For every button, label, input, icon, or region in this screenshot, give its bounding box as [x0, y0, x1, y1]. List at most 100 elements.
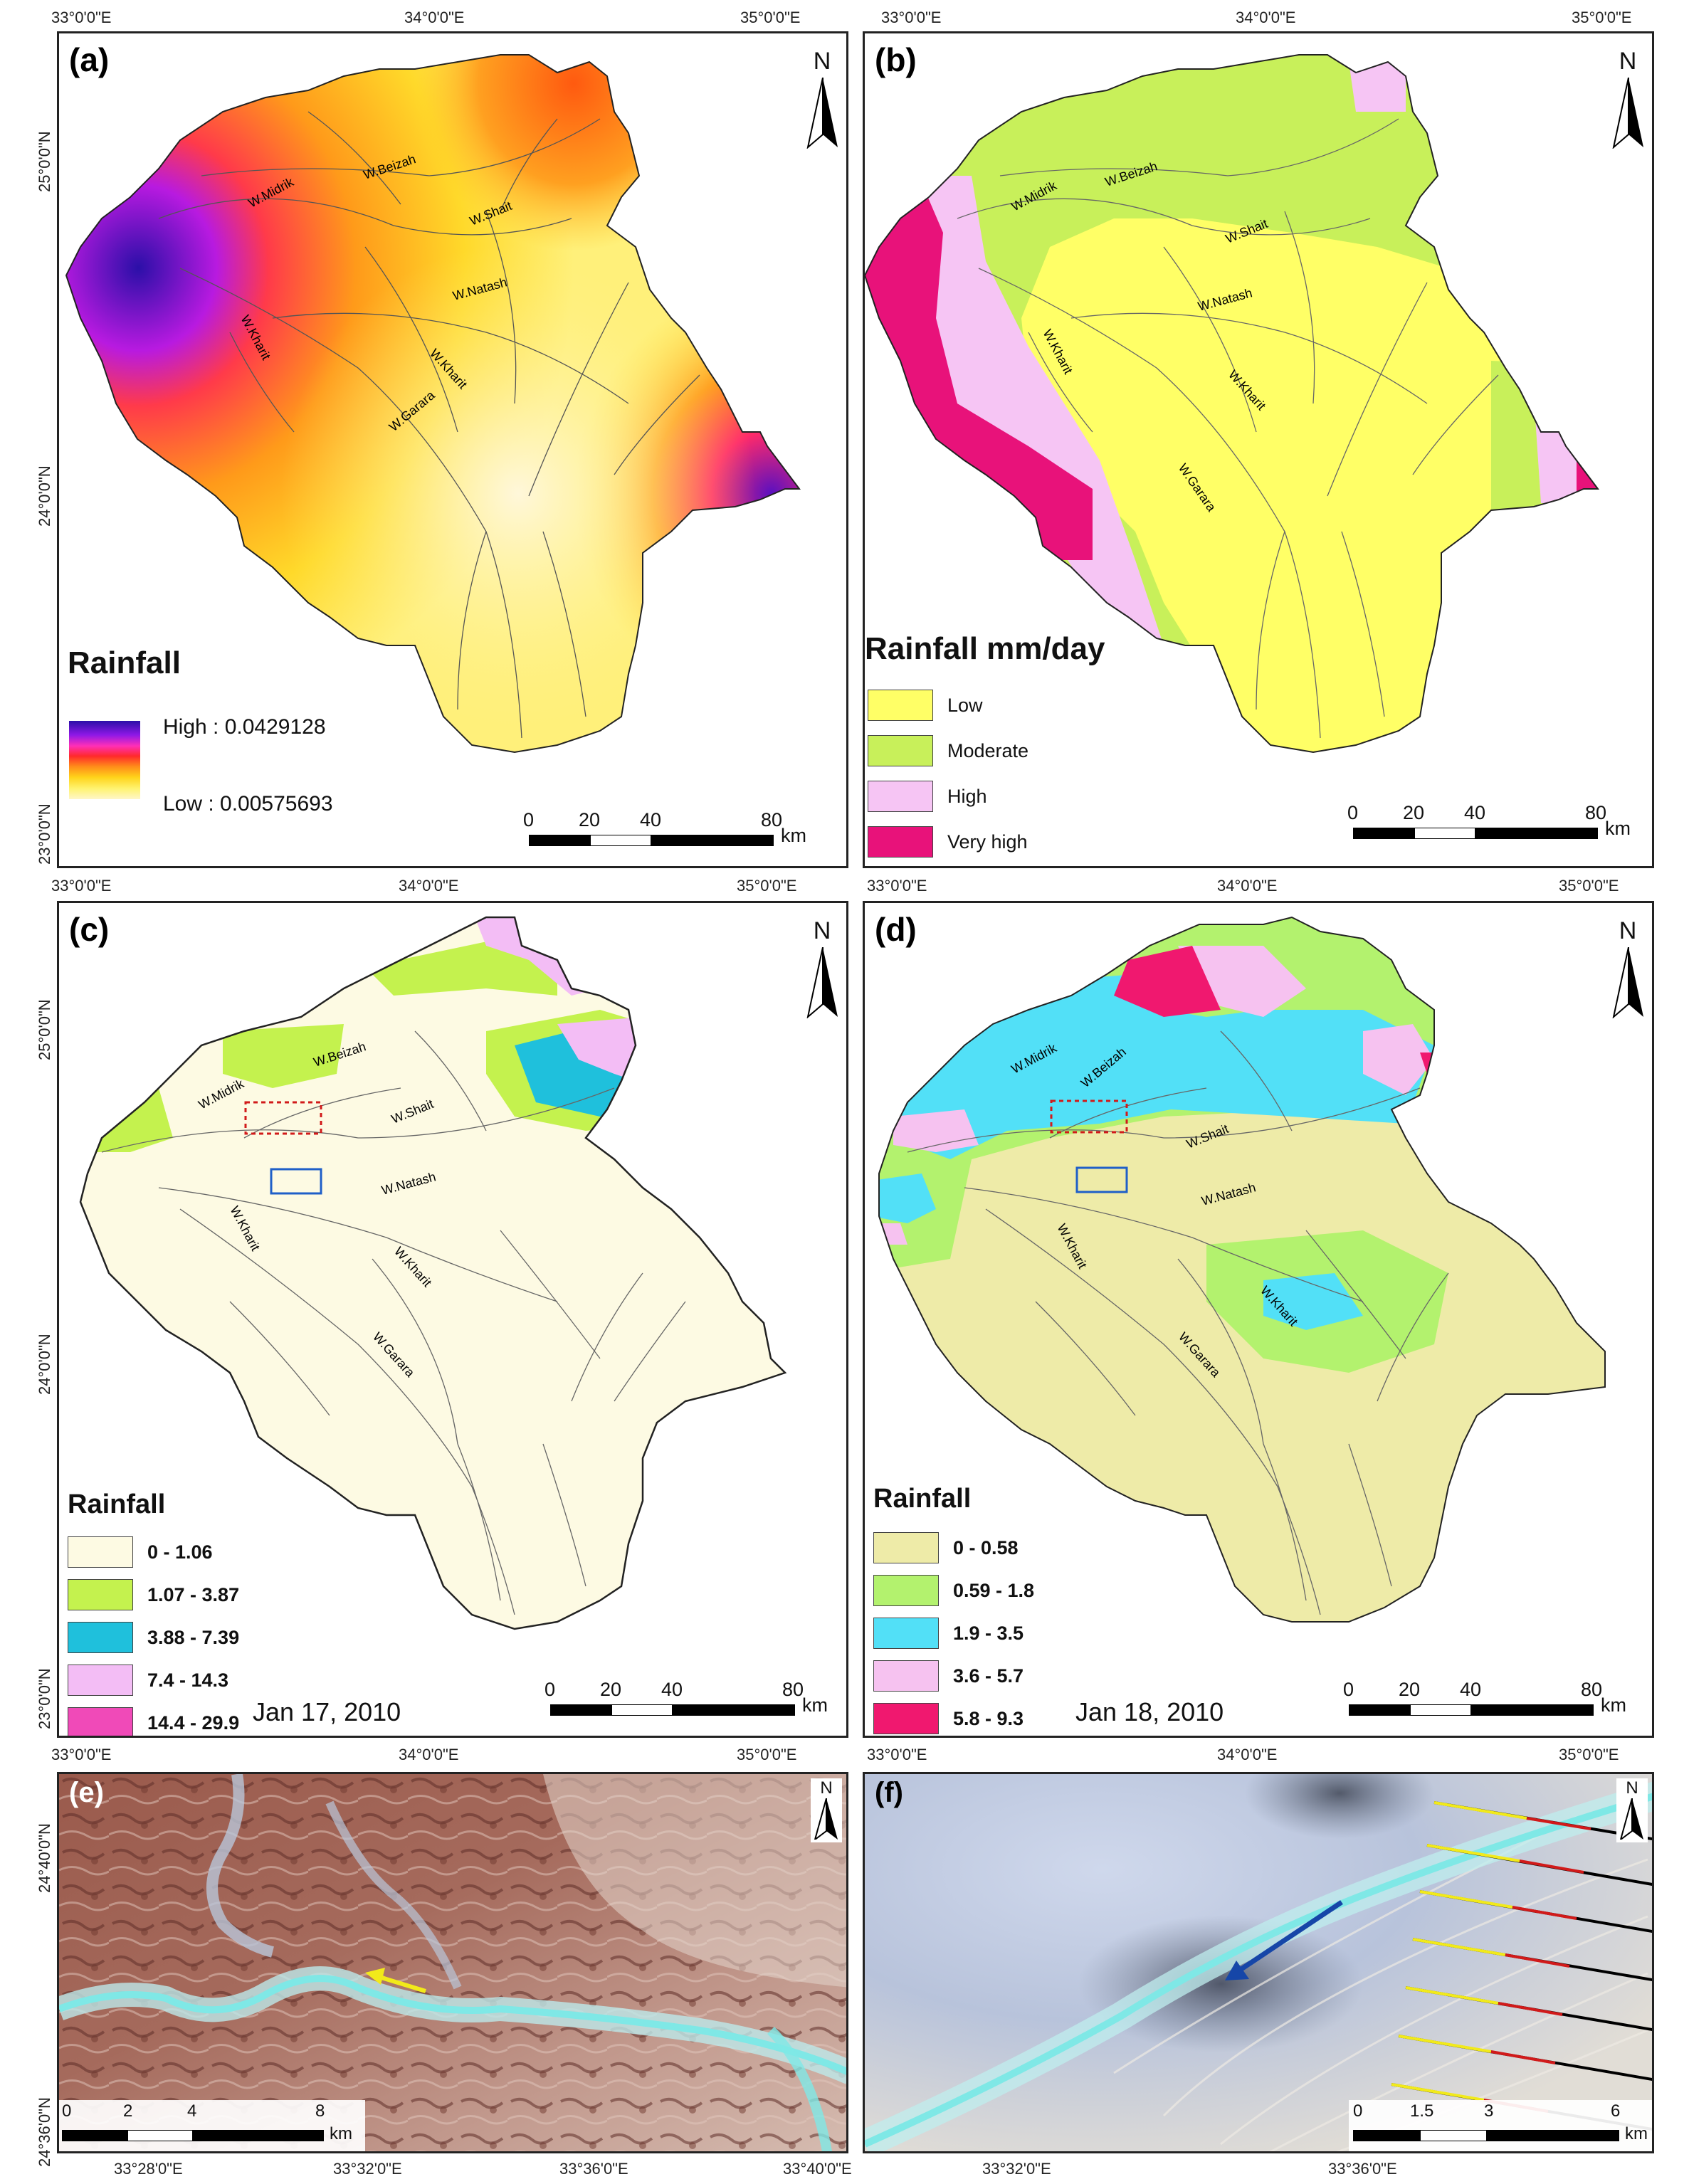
- satellite-image-e: [59, 1774, 846, 2151]
- panel-a: W.Midrik W.Beizah W.Shait W.Natash W.Kha…: [57, 31, 848, 868]
- map-d-rainfall-jan18: W.Midrik W.Beizah W.Shait W.Natash W.Kha…: [878, 916, 1606, 1623]
- blue-study-box-c: [270, 1168, 322, 1195]
- north-arrow-icon: [1612, 78, 1643, 149]
- legend-swatch: [868, 781, 933, 812]
- scale-tick-80: 80: [1585, 802, 1607, 823]
- lat-label-e-2436: 24°36'0"N: [36, 2097, 53, 2167]
- legend-label: 14.4 - 29.9: [147, 1711, 240, 1734]
- legend-label: High: [947, 785, 987, 807]
- scale-seg-3: [1471, 1704, 1594, 1716]
- lat-label-c-24: 24°0'0"N: [36, 1334, 53, 1395]
- north-letter: N: [813, 48, 831, 75]
- panel-c: W.Midrik W.Beizah W.Shait W.Natash W.Kha…: [57, 901, 848, 1738]
- scale-seg-3: [1487, 2130, 1619, 2141]
- legend-item-d-3: 1.9 - 3.5: [873, 1618, 1024, 1649]
- date-label-c: Jan 17, 2010: [253, 1697, 401, 1726]
- legend-item-c-2: 1.07 - 3.87: [68, 1579, 239, 1610]
- scale-bar-d: 0 20 40 80 km: [1343, 1679, 1648, 1729]
- legend-item-b-high: High: [868, 781, 987, 812]
- panel-b-label: (b): [875, 41, 917, 78]
- legend-swatch: [868, 826, 933, 858]
- legend-swatch: [868, 735, 933, 766]
- lat-label-a-24: 24°0'0"N: [36, 465, 53, 527]
- lon-label-a-34-mid: 34°0'0"E: [399, 877, 459, 895]
- lon-label-e-3340: 33°40'0"E: [783, 2160, 852, 2178]
- scale-bar-a: 0 20 40 80 km: [523, 809, 835, 859]
- north-arrow-icon: [814, 1798, 838, 1840]
- legend-item-d-1: 0 - 0.58: [873, 1532, 1019, 1563]
- lon-label-b-33-mid: 33°0'0"E: [867, 877, 927, 895]
- scale-tick-0: 0: [62, 2101, 72, 2121]
- scale-seg-1: [1353, 2130, 1420, 2141]
- scale-tick-80: 80: [1581, 1679, 1603, 1700]
- legend-swatch: [873, 1660, 939, 1692]
- legend-title-a: Rainfall: [68, 645, 181, 680]
- arrowhead-icon-f: [1225, 1961, 1249, 1980]
- legend-label: 0 - 1.06: [147, 1541, 213, 1563]
- map-a-continuous-rainfall: W.Midrik W.Beizah W.Shait W.Natash W.Kha…: [65, 54, 801, 754]
- legend-item-b-moderate: Moderate: [868, 735, 1028, 766]
- scale-tick-20: 20: [1399, 1679, 1421, 1700]
- legend-low-a: Low : 0.00575693: [163, 792, 333, 816]
- scale-tick-40: 40: [661, 1679, 683, 1700]
- north-letter: N: [1619, 917, 1637, 944]
- legend-item-d-2: 0.59 - 1.8: [873, 1575, 1034, 1606]
- scale-backdrop-f: [1349, 2100, 1652, 2151]
- scale-seg-2: [127, 2130, 193, 2141]
- lon-label-a-33-top: 33°0'0"E: [51, 9, 112, 26]
- blue-study-box-d: [1075, 1166, 1128, 1193]
- legend-label: 7.4 - 14.3: [147, 1669, 229, 1691]
- drainage-network-c: [101, 1030, 686, 1615]
- transect-lines-f: [1391, 1801, 1652, 2131]
- basin-c-fill: [80, 917, 785, 1629]
- legend-title-c: Rainfall: [68, 1489, 166, 1519]
- legend-item-c-3: 3.88 - 7.39: [68, 1622, 239, 1653]
- panel-f: (f) N 0 1.5 3 6 km: [863, 1772, 1654, 2153]
- panel-d-label: (d): [875, 911, 917, 948]
- north-arrow-icon: [806, 947, 838, 1018]
- lon-label-d-35-bottom: 35°0'0"E: [1559, 1746, 1619, 1763]
- north-letter: N: [1619, 48, 1637, 75]
- scale-seg-2: [611, 1704, 673, 1716]
- basin-c-outline: [79, 916, 787, 1630]
- lon-label-c-33-bottom: 33°0'0"E: [51, 1746, 112, 1763]
- legend-swatch: [68, 1707, 133, 1736]
- panel-b: W.Midrik W.Beizah W.Shait W.Natash W.Kha…: [863, 31, 1654, 868]
- scale-seg-2: [1414, 828, 1475, 839]
- channel-core-e: [59, 1975, 846, 2075]
- panel-e-label: (e): [69, 1777, 104, 1808]
- scale-tick-0: 0: [1347, 802, 1359, 823]
- scale-tick-0: 0: [1343, 1679, 1354, 1700]
- legend-title-d: Rainfall: [873, 1484, 972, 1514]
- scale-unit-c: km: [802, 1694, 828, 1716]
- scale-tick-1-5: 1.5: [1410, 2101, 1434, 2121]
- scale-tick-80: 80: [782, 1679, 804, 1700]
- legend-label: 5.8 - 9.3: [953, 1707, 1024, 1729]
- north-arrow-c: N: [801, 917, 843, 1024]
- lon-label-b-34-mid: 34°0'0"E: [1217, 877, 1278, 895]
- legend-swatch: [868, 690, 933, 721]
- lon-label-e-3332: 33°32'0"E: [333, 2160, 402, 2178]
- legend-label: 1.9 - 3.5: [953, 1622, 1024, 1644]
- scale-tick-0: 0: [544, 1679, 556, 1700]
- legend-swatch: [68, 1536, 133, 1568]
- legend-swatch: [873, 1532, 939, 1563]
- basin-d-fill: [879, 917, 1605, 1622]
- scale-tick-6: 6: [1611, 2101, 1621, 2121]
- legend-label: 0.59 - 1.8: [953, 1579, 1035, 1601]
- legend-swatch: [68, 1579, 133, 1610]
- flow-direction-arrow-f: [1233, 1900, 1343, 1975]
- scale-tick-0: 0: [523, 809, 535, 830]
- legend-label: 3.6 - 5.7: [953, 1665, 1024, 1687]
- scale-seg-2: [1420, 2130, 1487, 2141]
- date-label-d: Jan 18, 2010: [1075, 1697, 1224, 1726]
- scale-bar-c: 0 20 40 80 km: [544, 1679, 842, 1729]
- north-arrow-a: N: [801, 48, 843, 154]
- legend-swatch: [873, 1703, 939, 1734]
- scale-backdrop-e: [59, 2100, 365, 2151]
- satellite-image-f: [865, 1774, 1652, 2151]
- scale-seg-2: [590, 835, 651, 846]
- north-letter: N: [813, 917, 831, 944]
- north-arrow-icon: [1612, 947, 1643, 1018]
- legend-label: 1.07 - 3.87: [147, 1583, 240, 1605]
